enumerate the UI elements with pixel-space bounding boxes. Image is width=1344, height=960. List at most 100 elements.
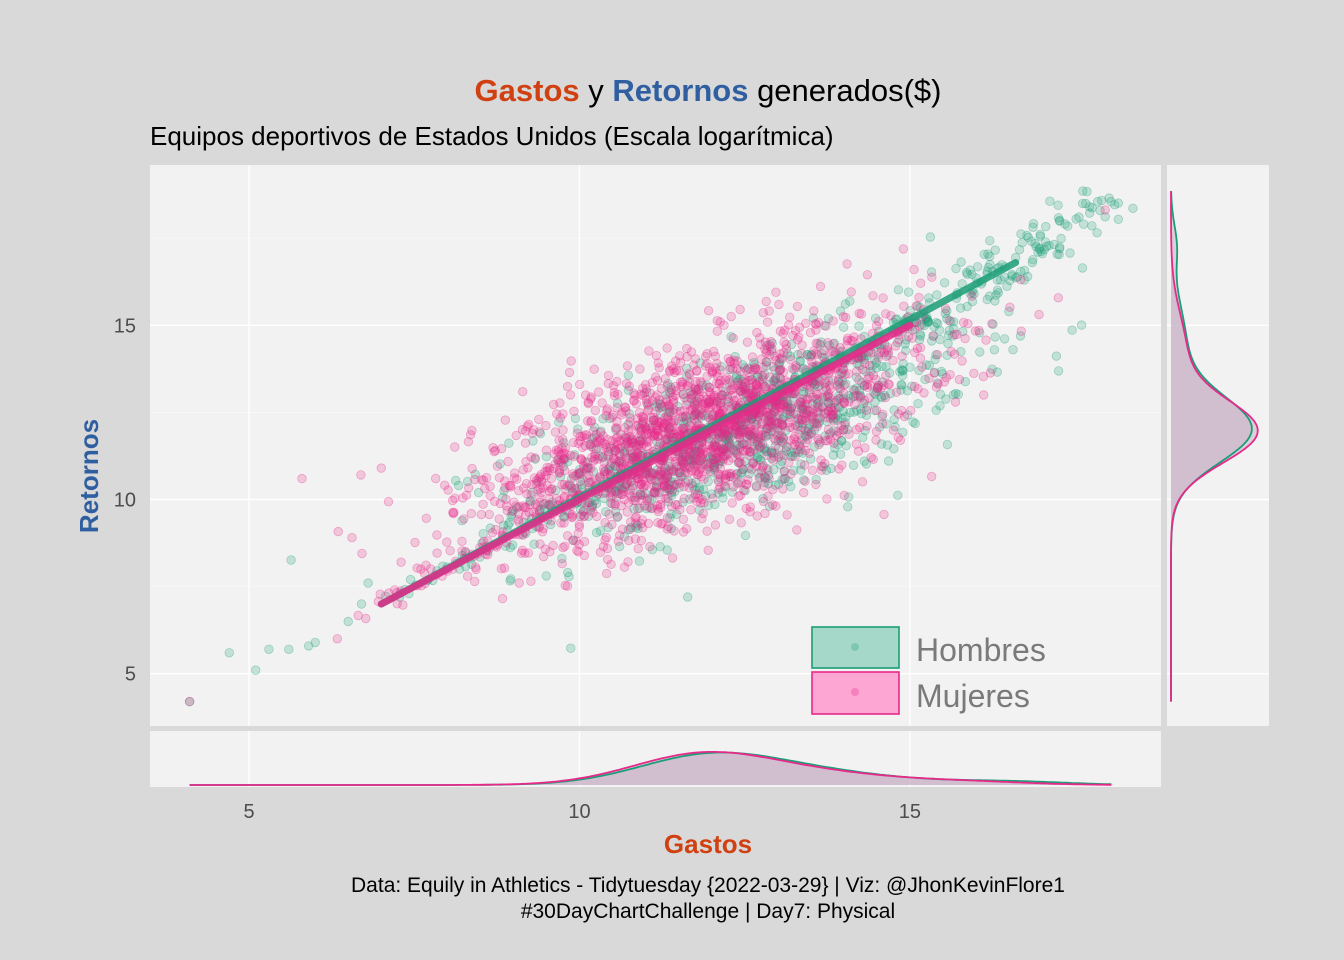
point-hombres <box>873 349 884 360</box>
point-hombres <box>813 397 824 407</box>
point-hombres <box>801 431 812 442</box>
point-hombres <box>583 511 594 522</box>
point-mujeres <box>613 389 623 400</box>
point-hombres <box>830 443 840 453</box>
point-mujeres <box>459 514 469 524</box>
point-mujeres <box>738 446 749 456</box>
point-hombres <box>760 473 771 483</box>
point-mujeres <box>871 426 882 437</box>
point-hombres <box>557 553 567 564</box>
point-hombres <box>747 431 757 441</box>
point-hombres <box>678 456 689 466</box>
point-hombres <box>664 465 674 476</box>
point-hombres <box>752 372 763 382</box>
point-hombres <box>764 501 775 512</box>
point-mujeres <box>811 394 821 404</box>
point-mujeres <box>573 528 583 539</box>
point-hombres <box>720 481 731 492</box>
point-mujeres <box>184 696 195 707</box>
point-hombres <box>852 359 862 369</box>
point-mujeres <box>929 368 940 378</box>
point-hombres <box>840 418 850 428</box>
point-mujeres <box>645 541 655 552</box>
point-hombres <box>942 350 952 361</box>
point-mujeres <box>1016 275 1026 285</box>
point-hombres <box>250 665 261 675</box>
point-mujeres <box>375 589 385 599</box>
point-hombres <box>688 481 698 491</box>
point-hombres <box>619 532 630 542</box>
point-hombres <box>992 367 1003 377</box>
point-hombres <box>867 361 878 371</box>
point-hombres <box>405 574 416 585</box>
point-hombres <box>678 459 689 469</box>
point-mujeres <box>916 278 926 288</box>
point-mujeres <box>732 364 742 374</box>
point-hombres <box>896 380 906 390</box>
point-mujeres <box>967 291 977 301</box>
point-hombres <box>808 418 819 429</box>
point-hombres <box>478 529 488 539</box>
point-hombres <box>799 408 810 418</box>
point-mujeres <box>687 390 697 400</box>
point-hombres <box>833 402 843 412</box>
point-mujeres <box>702 526 712 536</box>
point-hombres <box>507 509 517 519</box>
point-mujeres <box>762 450 772 460</box>
point-hombres <box>987 364 997 374</box>
point-hombres <box>596 426 606 436</box>
point-hombres <box>663 424 674 435</box>
point-hombres <box>835 393 845 404</box>
point-hombres <box>453 480 464 491</box>
point-mujeres <box>595 547 606 557</box>
point-hombres <box>1016 266 1026 277</box>
point-hombres <box>798 418 808 429</box>
point-hombres <box>776 450 787 460</box>
point-hombres <box>960 376 971 387</box>
point-hombres <box>710 458 720 468</box>
point-hombres <box>786 482 796 492</box>
point-hombres <box>786 403 797 413</box>
point-hombres <box>812 414 823 424</box>
point-mujeres <box>512 474 522 484</box>
point-mujeres <box>544 493 554 504</box>
point-hombres <box>910 418 920 429</box>
point-hombres <box>645 494 655 504</box>
point-hombres <box>715 457 725 467</box>
point-hombres <box>956 347 966 357</box>
point-hombres <box>922 316 933 327</box>
point-hombres <box>720 434 731 445</box>
point-mujeres <box>777 403 787 413</box>
point-hombres <box>858 432 868 443</box>
point-hombres <box>710 437 720 448</box>
point-hombres <box>646 503 657 514</box>
point-mujeres <box>541 445 552 455</box>
point-mujeres <box>476 475 487 485</box>
legend-item-mujeres[interactable]: Mujeres <box>811 671 1030 715</box>
point-hombres <box>767 401 777 412</box>
point-hombres <box>720 428 731 438</box>
point-hombres <box>786 339 797 350</box>
point-hombres <box>897 365 908 376</box>
point-mujeres <box>704 397 715 408</box>
point-mujeres <box>535 497 545 507</box>
point-mujeres <box>575 467 586 478</box>
point-hombres <box>731 440 742 451</box>
point-hombres <box>623 370 634 381</box>
legend-item-hombres[interactable]: Hombres <box>811 626 1046 669</box>
point-mujeres <box>672 426 683 436</box>
point-hombres <box>627 452 638 462</box>
point-hombres <box>698 459 708 470</box>
point-mujeres <box>872 386 882 397</box>
point-hombres <box>747 374 757 385</box>
point-hombres <box>848 385 859 395</box>
point-mujeres <box>796 444 806 455</box>
point-mujeres <box>690 455 701 466</box>
point-mujeres <box>743 427 754 437</box>
point-mujeres <box>856 309 867 319</box>
point-hombres <box>729 428 739 439</box>
point-mujeres <box>581 430 592 440</box>
point-mujeres <box>754 432 764 442</box>
point-mujeres <box>492 461 503 471</box>
point-hombres <box>558 461 569 472</box>
